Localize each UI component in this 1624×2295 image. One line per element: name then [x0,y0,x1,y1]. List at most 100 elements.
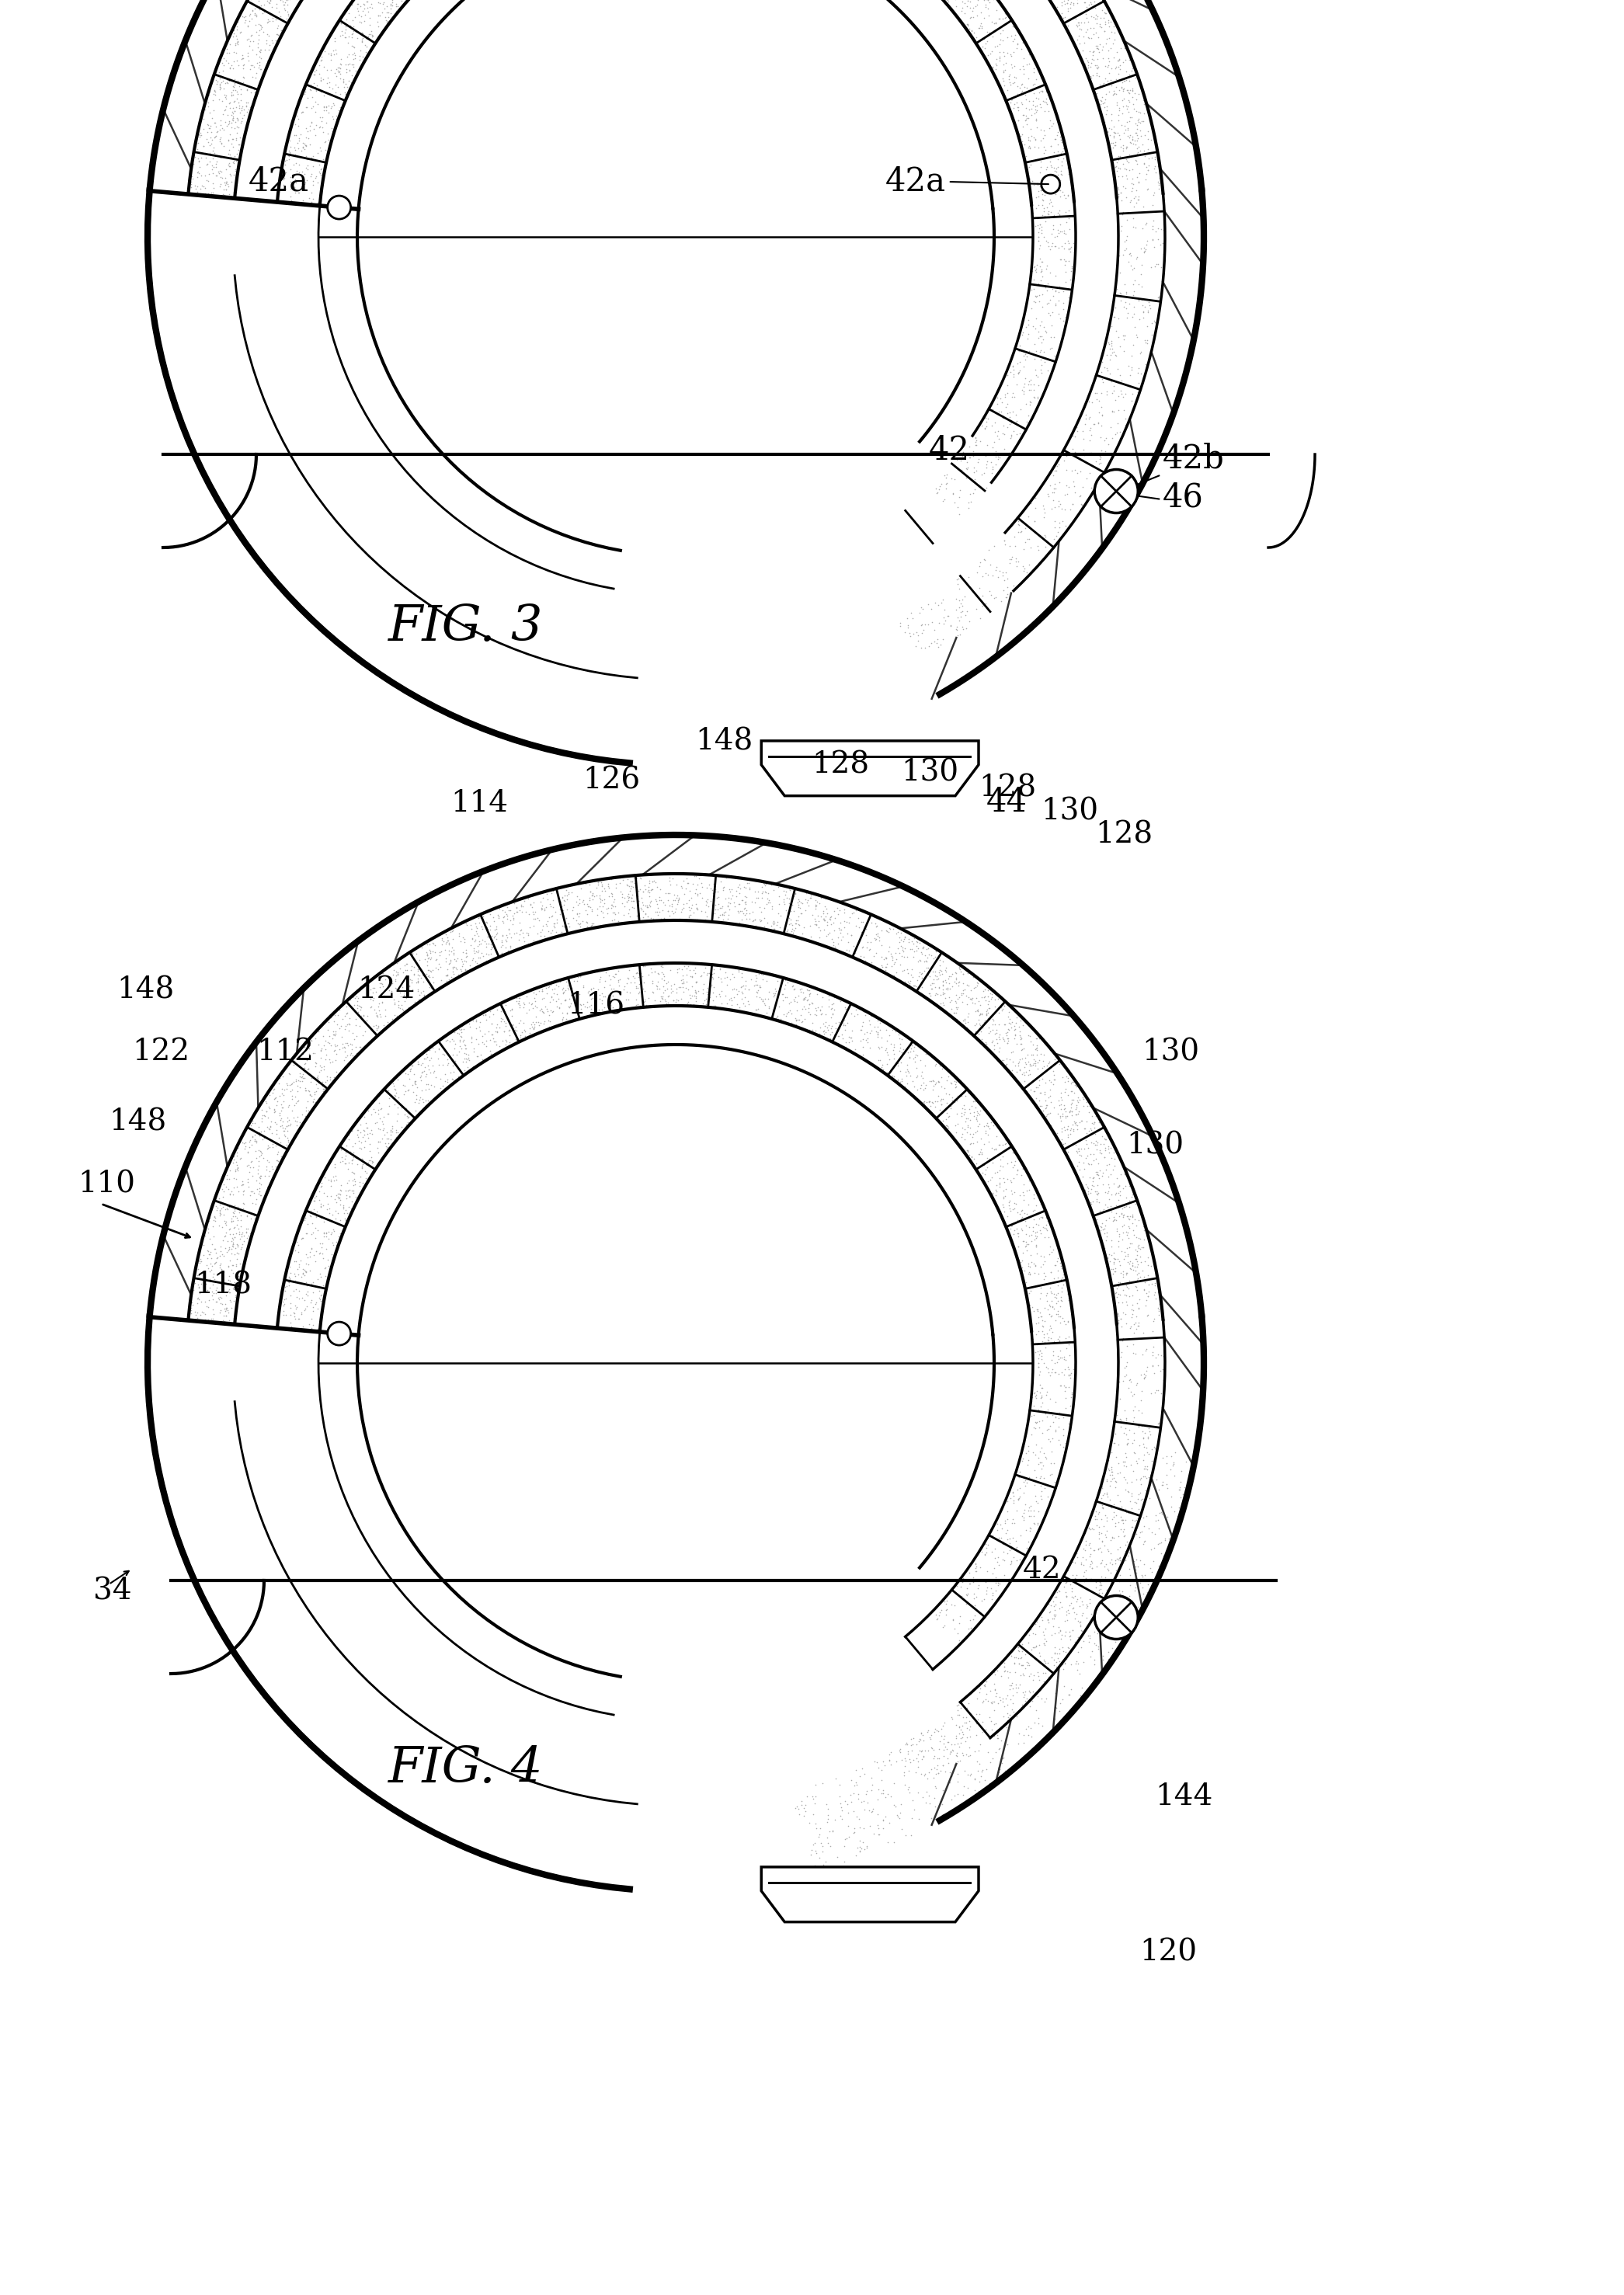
Point [1109,83,1135,119]
Point [1104,1212,1130,1248]
Point [1060,1081,1086,1118]
Point [1088,344,1114,381]
Point [474,909,500,946]
Point [851,1756,877,1792]
Point [198,174,224,211]
Point [1109,60,1135,96]
Point [953,1737,979,1774]
Point [987,1758,1013,1795]
Point [1103,168,1129,204]
Point [1034,1478,1060,1515]
Point [244,1131,270,1168]
Point [339,1026,365,1063]
Point [585,897,611,934]
Point [905,1058,931,1095]
Point [549,994,575,1030]
Point [403,1092,429,1129]
Point [1010,1166,1036,1203]
Point [195,1251,221,1287]
Point [922,1047,948,1083]
Point [529,994,555,1030]
Point [979,1175,1005,1212]
Point [1098,1522,1124,1558]
Point [270,168,296,204]
Point [1031,1239,1057,1276]
Point [624,955,650,991]
Point [890,952,916,989]
Point [328,14,354,50]
Point [257,1170,283,1207]
Point [219,179,245,216]
Point [788,971,814,1008]
Point [1121,296,1147,333]
Point [755,884,781,920]
Point [760,978,786,1014]
Point [981,1003,1007,1040]
Point [525,900,551,936]
Point [1101,1460,1127,1496]
Point [916,936,942,973]
Point [1101,1242,1127,1278]
Point [1047,154,1073,190]
Point [1010,1198,1036,1235]
Point [1021,1405,1047,1441]
Point [1145,1501,1171,1538]
Point [310,1214,336,1251]
Point [991,431,1017,468]
Point [979,448,1005,484]
Point [1142,1430,1168,1467]
Point [1021,1519,1047,1556]
Point [1065,21,1091,57]
Point [336,1115,362,1152]
Point [266,0,292,5]
Point [979,1581,1005,1618]
Point [645,890,671,927]
Point [875,913,901,950]
Point [1064,1595,1090,1632]
Point [365,0,391,34]
Point [383,946,409,982]
Point [1117,1244,1143,1281]
Point [1101,126,1127,163]
Point [999,379,1025,415]
Point [482,1035,508,1072]
Point [973,1535,999,1572]
Point [1041,122,1067,158]
Point [1062,1623,1088,1659]
Point [929,1086,955,1122]
Point [1026,1409,1052,1446]
Point [231,1187,257,1223]
Point [1059,1063,1085,1099]
Point [291,1255,317,1292]
Point [214,1262,240,1299]
Point [310,1063,336,1099]
Point [833,1820,859,1857]
Point [971,1666,997,1703]
Point [1134,227,1160,264]
Point [957,980,983,1017]
Point [1020,252,1046,289]
Point [1026,308,1052,344]
Point [184,1244,209,1281]
Point [820,904,846,941]
Point [1140,1304,1166,1340]
Point [1007,1019,1033,1056]
Point [252,1120,278,1157]
Point [400,962,425,998]
Point [200,1267,226,1304]
Point [411,957,437,994]
Point [1088,1480,1114,1517]
Point [1043,151,1069,188]
Point [1039,227,1065,264]
Point [320,1228,346,1265]
Point [898,1726,924,1763]
Point [1021,250,1047,287]
Point [1119,53,1145,90]
Point [934,0,960,18]
Point [219,129,245,165]
Point [195,1232,221,1269]
Point [846,1808,872,1845]
Point [1046,1083,1072,1120]
Point [1028,1375,1054,1411]
Point [294,1191,320,1228]
